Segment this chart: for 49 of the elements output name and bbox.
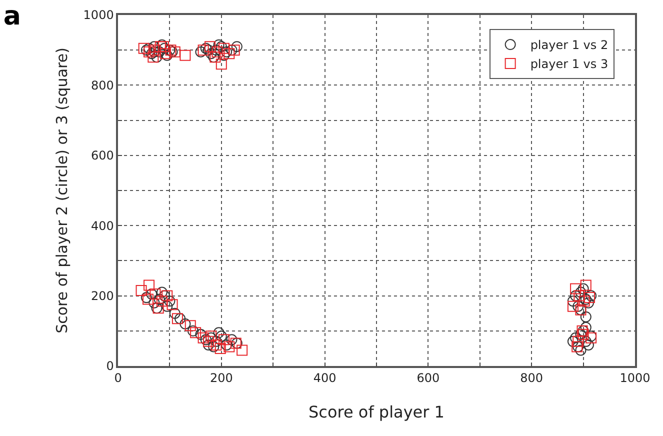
point — [210, 339, 222, 350]
point — [172, 313, 183, 324]
point — [136, 285, 147, 296]
point — [169, 46, 180, 58]
point — [224, 48, 235, 60]
point — [228, 44, 240, 56]
point — [570, 283, 582, 294]
point — [224, 341, 235, 352]
point — [214, 342, 226, 354]
x-tick-label: 600 — [416, 371, 440, 386]
point — [144, 46, 155, 58]
y-axis-title: Score of player 2 (circle) or 3 (square) — [53, 48, 72, 334]
y-tick-label: 400 — [90, 218, 114, 233]
y-tick-label: 0 — [106, 359, 114, 374]
legend-label: player 1 vs 3 — [530, 57, 608, 72]
point — [180, 50, 191, 61]
point — [218, 42, 230, 54]
point — [572, 336, 584, 347]
y-tick-label: 600 — [90, 148, 114, 163]
point — [202, 336, 214, 347]
point — [150, 288, 161, 300]
x-tick-label: 400 — [313, 371, 336, 386]
y-tick-label: 200 — [90, 289, 114, 303]
point — [574, 290, 585, 302]
point — [198, 332, 209, 344]
point — [190, 327, 202, 338]
point — [580, 280, 592, 291]
legend-label: player 1 vs 2 — [530, 38, 608, 52]
y-tick-label: 1000 — [83, 8, 114, 22]
point — [148, 52, 159, 63]
point — [567, 300, 578, 312]
x-axis-title: Score of player 1 — [308, 402, 444, 422]
chart-title: a — [3, 2, 21, 32]
point — [198, 44, 209, 56]
point — [218, 334, 230, 346]
point — [184, 320, 196, 332]
y-tick-label: 800 — [90, 78, 114, 92]
x-tick-label: 200 — [210, 371, 233, 386]
point — [166, 299, 178, 310]
point — [144, 280, 155, 291]
point — [156, 296, 168, 307]
point — [216, 58, 227, 70]
x-tick-label: 1000 — [620, 371, 650, 386]
point — [578, 328, 589, 340]
point — [204, 41, 216, 52]
point — [162, 290, 173, 302]
point — [236, 344, 248, 356]
point — [138, 42, 150, 54]
x-tick-label: 800 — [520, 371, 544, 386]
